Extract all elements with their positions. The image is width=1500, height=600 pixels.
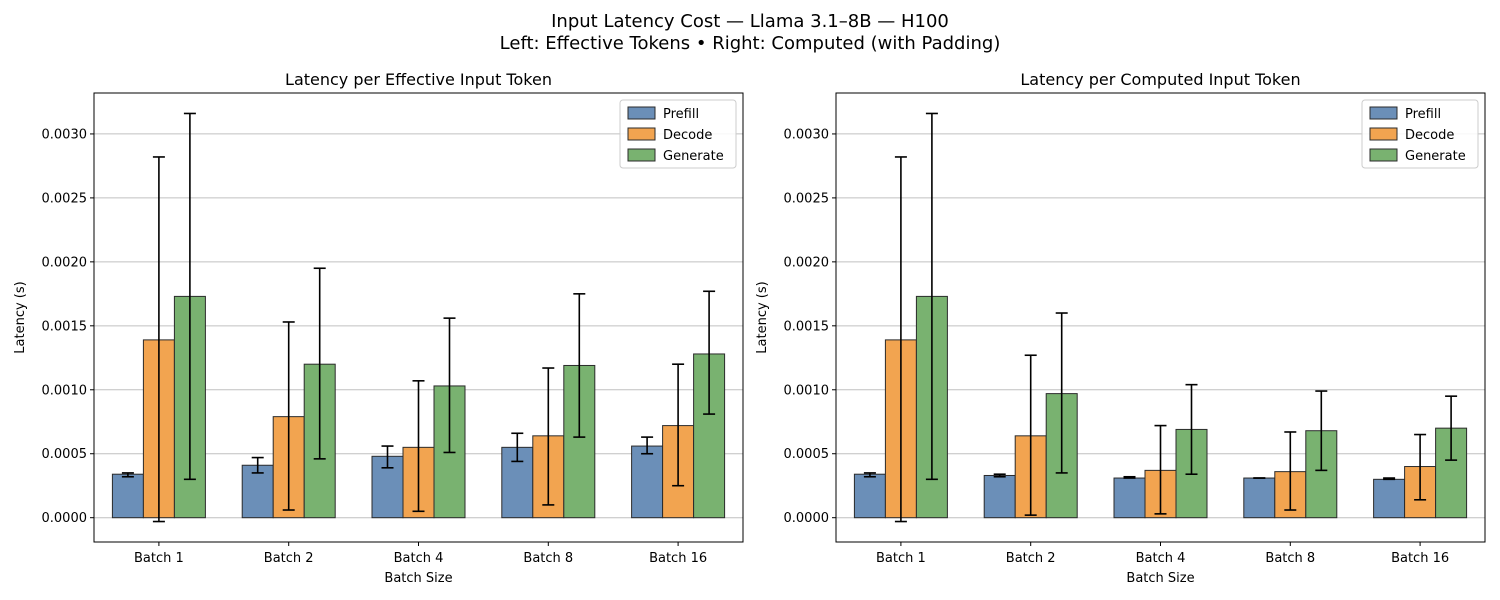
legend: Prefill Decode Generate <box>619 99 737 169</box>
left-panel-effective: 0.0000 0.0005 0.0010 0.0015 0.0020 0.0025 0.00… <box>13 70 744 586</box>
legend-swatch-decode <box>627 127 656 141</box>
bar-prefill <box>111 473 144 519</box>
x-tick-label: Batch 2 <box>264 551 314 566</box>
y-tick-label: 0.0000 <box>42 511 88 526</box>
legend-swatch-prefill <box>1369 106 1398 120</box>
x-tick-label: Batch 2 <box>1006 551 1056 566</box>
legend-swatch-prefill <box>627 106 656 120</box>
y-tick-label: 0.0020 <box>784 255 830 270</box>
x-tick-label: Batch 16 <box>1391 551 1449 566</box>
panel-title: Latency per Computed Input Token <box>1020 70 1300 89</box>
y-tick-label: 0.0010 <box>784 383 830 398</box>
figure-title-line1: Input Latency Cost — Llama 3.1–8B — H100 <box>551 11 949 32</box>
legend-label-prefill: Prefill <box>1405 107 1441 122</box>
x-tick-label: Batch 4 <box>394 551 444 566</box>
legend-label-prefill: Prefill <box>663 107 699 122</box>
legend: Prefill Decode Generate <box>1361 99 1479 169</box>
y-tick-label: 0.0015 <box>784 319 830 334</box>
y-tick-label: 0.0000 <box>784 511 830 526</box>
y-tick-label: 0.0025 <box>784 191 830 206</box>
x-tick-label: Batch 8 <box>1265 551 1315 566</box>
x-axis-label: Batch Size <box>384 571 452 586</box>
y-tick-label: 0.0015 <box>42 319 88 334</box>
y-axis-label: Latency (s) <box>13 281 28 353</box>
legend-label-generate: Generate <box>1405 149 1466 164</box>
x-tick-label: Batch 4 <box>1136 551 1186 566</box>
y-tick-label: 0.0020 <box>42 255 88 270</box>
figure-title-line2: Left: Effective Tokens • Right: Computed… <box>500 33 1001 54</box>
y-tick-label: 0.0005 <box>42 447 88 462</box>
bar-prefill <box>983 474 1016 519</box>
bar-prefill <box>853 473 886 519</box>
x-axis-label: Batch Size <box>1126 571 1194 586</box>
y-tick-label: 0.0030 <box>784 127 830 142</box>
legend-swatch-generate <box>627 148 656 162</box>
bar-prefill <box>631 445 664 519</box>
legend-label-decode: Decode <box>1405 128 1454 143</box>
x-tick-label: Batch 1 <box>876 551 926 566</box>
bar-prefill <box>1373 478 1406 519</box>
x-tick-label: Batch 16 <box>649 551 707 566</box>
bar-prefill <box>1243 477 1276 519</box>
y-tick-label: 0.0025 <box>42 191 88 206</box>
y-tick-label: 0.0010 <box>42 383 88 398</box>
legend-label-generate: Generate <box>663 149 724 164</box>
panel-title: Latency per Effective Input Token <box>285 70 552 89</box>
bar-prefill <box>241 464 274 519</box>
y-tick-label: 0.0005 <box>784 447 830 462</box>
y-axis-label: Latency (s) <box>755 281 770 353</box>
legend-swatch-generate <box>1369 148 1398 162</box>
bar-prefill <box>1113 477 1146 519</box>
bar-generate <box>1435 427 1468 519</box>
legend-swatch-decode <box>1369 127 1398 141</box>
x-tick-label: Batch 1 <box>134 551 184 566</box>
x-tick-label: Batch 8 <box>523 551 573 566</box>
y-tick-label: 0.0030 <box>42 127 88 142</box>
right-panel-computed: 0.0000 0.0005 0.0010 0.0015 0.0020 0.0025 0.00… <box>755 70 1486 586</box>
legend-label-decode: Decode <box>663 128 712 143</box>
